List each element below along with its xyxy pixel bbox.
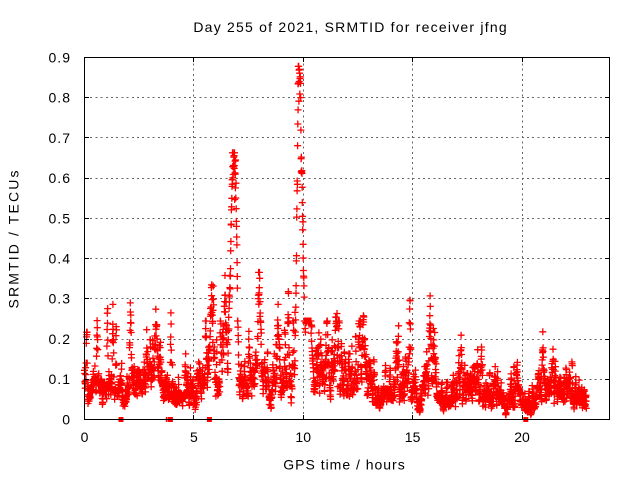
svg-text:0: 0 <box>62 411 70 427</box>
svg-text:GPS time / hours: GPS time / hours <box>283 457 404 473</box>
svg-text:5: 5 <box>190 429 198 445</box>
svg-text:Day 255 of 2021, SRMTID for re: Day 255 of 2021, SRMTID for receiver jfn… <box>193 19 506 35</box>
svg-text:20: 20 <box>514 429 530 445</box>
svg-text:0.8: 0.8 <box>49 90 71 106</box>
svg-text:0.1: 0.1 <box>49 371 71 387</box>
svg-text:0.5: 0.5 <box>49 210 71 226</box>
svg-text:0.7: 0.7 <box>49 130 71 146</box>
svg-text:0.3: 0.3 <box>49 291 71 307</box>
svg-text:SRMTID / TECUs: SRMTID / TECUs <box>5 171 21 309</box>
svg-text:0: 0 <box>81 429 89 445</box>
svg-text:0.4: 0.4 <box>49 251 71 267</box>
svg-text:0.2: 0.2 <box>49 331 71 347</box>
svg-text:15: 15 <box>405 429 421 445</box>
svg-text:0.9: 0.9 <box>49 49 71 65</box>
svg-text:0.6: 0.6 <box>49 170 71 186</box>
svg-text:10: 10 <box>295 429 311 445</box>
